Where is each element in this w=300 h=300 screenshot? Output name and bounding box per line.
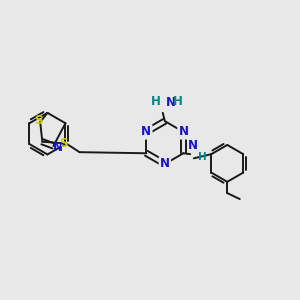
Text: H: H [198, 152, 207, 162]
Text: N: N [160, 158, 170, 170]
Text: H: H [173, 95, 183, 108]
Text: S: S [34, 114, 43, 127]
Text: N: N [188, 140, 198, 152]
Text: N: N [166, 96, 176, 109]
Text: N: N [141, 125, 151, 138]
Text: H: H [151, 95, 161, 108]
Text: S: S [59, 137, 68, 150]
Text: N: N [178, 125, 188, 138]
Text: N: N [53, 141, 63, 154]
